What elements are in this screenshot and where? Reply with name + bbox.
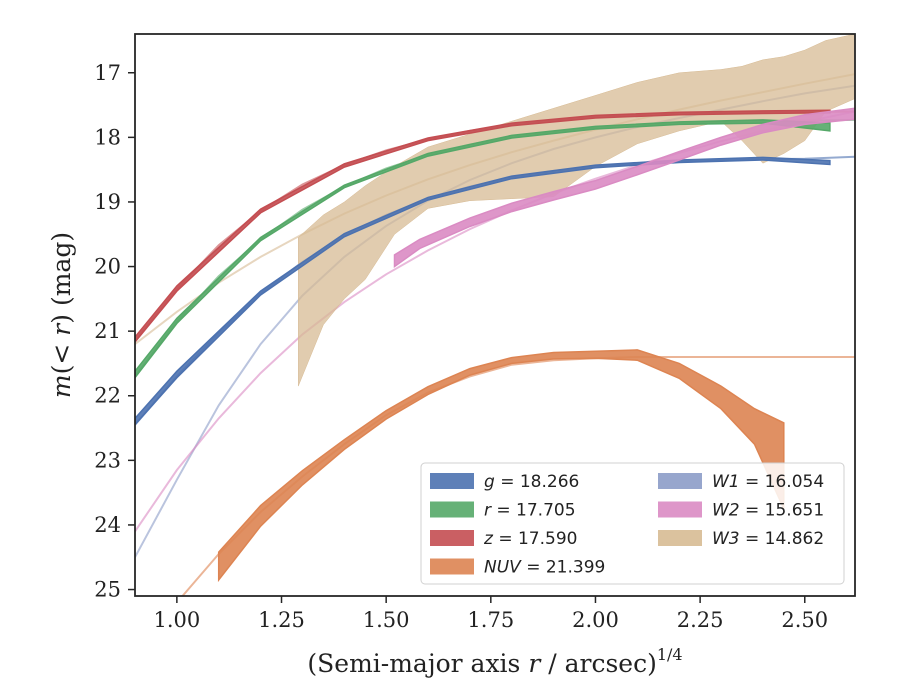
legend-swatch-w1: [658, 473, 702, 489]
y-tick-label: 22: [94, 384, 121, 408]
x-tick-label: 2.50: [781, 608, 828, 632]
legend-label-g: g = 18.266: [484, 472, 579, 492]
y-axis-title: m(< r) (mag): [47, 232, 76, 398]
legend-box: [420, 462, 845, 585]
x-tick-label: 1.50: [363, 608, 410, 632]
legend: g = 18.266 r = 17.705 z = 17.590 NUV = 21.3…: [420, 462, 845, 585]
y-tick-label: 19: [94, 190, 121, 214]
y-tick-label: 21: [94, 319, 121, 343]
g-measured-band: [135, 156, 831, 426]
w2-measured-band: [393, 107, 855, 269]
x-axis: 1.00 1.25 1.50 1.75 2.00 2.25 2.50: [153, 596, 828, 632]
y-tick-label: 24: [94, 513, 121, 537]
legend-label-w2: W2 = 15.651: [712, 501, 824, 521]
r-measured-band: [135, 119, 831, 379]
legend-swatch-w2: [658, 501, 702, 518]
y-tick-label: 17: [94, 61, 121, 85]
plot-frame: [134, 33, 856, 597]
legend-swatch-g: [430, 473, 474, 489]
legend-label-nuv: NUV = 21.399: [484, 558, 605, 578]
legend-swatch-w3: [658, 530, 702, 546]
legend-swatch-r: [430, 501, 474, 518]
x-tick-label: 1.25: [258, 608, 305, 632]
x-axis-title: (Semi-major axis r / arcsec)1/4: [307, 645, 682, 678]
series-layer: [135, 34, 855, 596]
legend-swatch-z: [430, 530, 474, 546]
legend-swatch-nuv: [430, 558, 474, 575]
y-axis: 17 18 19 20 21 22 23 24 25: [94, 61, 135, 602]
legend-label-w1: W1 = 16.054: [712, 472, 824, 492]
x-tick-label: 2.25: [677, 608, 724, 632]
legend-label-r: r = 17.705: [484, 501, 576, 521]
y-tick-label: 18: [94, 125, 121, 149]
legend-label-z: z = 17.590: [483, 529, 577, 549]
y-tick-label: 23: [94, 448, 121, 472]
x-tick-label: 2.00: [572, 608, 619, 632]
x-tick-label: 1.75: [467, 608, 514, 632]
x-tick-label: 1.00: [153, 608, 200, 632]
y-tick-label: 25: [94, 578, 121, 602]
y-tick-label: 20: [94, 255, 121, 279]
legend-label-w3: W3 = 14.862: [712, 529, 824, 549]
